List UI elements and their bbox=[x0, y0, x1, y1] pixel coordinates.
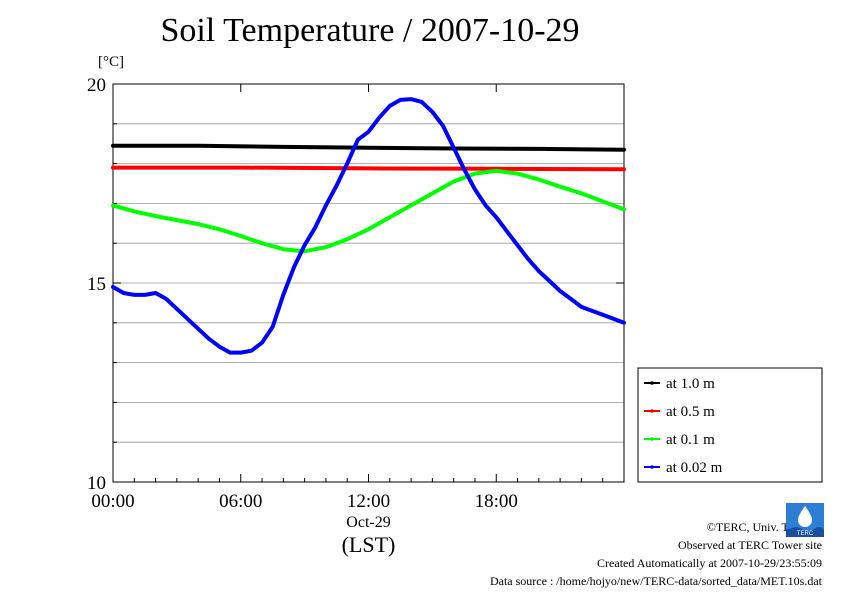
legend-label: at 1.0 m bbox=[666, 376, 715, 392]
y-axis-unit-label: [°C] bbox=[98, 54, 124, 70]
x-tick-label: 18:00 bbox=[475, 491, 518, 512]
legend-marker bbox=[650, 437, 654, 441]
y-tick-label: 20 bbox=[87, 75, 106, 96]
created-text: Created Automatically at 2007-10-29/23:5… bbox=[597, 556, 822, 570]
svg-text:TERC: TERC bbox=[797, 531, 814, 537]
x-axis-label: (LST) bbox=[342, 532, 396, 557]
legend-marker bbox=[650, 409, 654, 413]
legend-marker bbox=[650, 465, 654, 469]
series-line-3 bbox=[111, 168, 626, 254]
x-date-label: Oct-29 bbox=[346, 514, 390, 531]
x-tick-label: 12:00 bbox=[347, 491, 390, 512]
legend-box bbox=[637, 367, 823, 483]
x-tick-label: 00:00 bbox=[91, 491, 134, 512]
y-tick-label: 15 bbox=[87, 274, 106, 295]
legend-label: at 0.02 m bbox=[666, 460, 723, 476]
legend-label: at 0.1 m bbox=[666, 432, 715, 448]
series-line-1 bbox=[111, 143, 626, 152]
legend-label: at 0.5 m bbox=[666, 404, 715, 420]
terc-logo: TERC bbox=[786, 503, 824, 537]
chart-title: Soil Temperature / 2007-10-29 bbox=[160, 12, 580, 49]
observed-text: Observed at TERC Tower site bbox=[677, 538, 822, 552]
series-line-4 bbox=[111, 97, 626, 355]
x-tick-label: 06:00 bbox=[219, 491, 262, 512]
legend-marker bbox=[650, 381, 654, 385]
series-line-2 bbox=[111, 165, 626, 172]
y-tick-label: 10 bbox=[87, 473, 106, 494]
data-source-text: Data source : /home/hojyo/new/TERC-data/… bbox=[489, 574, 822, 588]
